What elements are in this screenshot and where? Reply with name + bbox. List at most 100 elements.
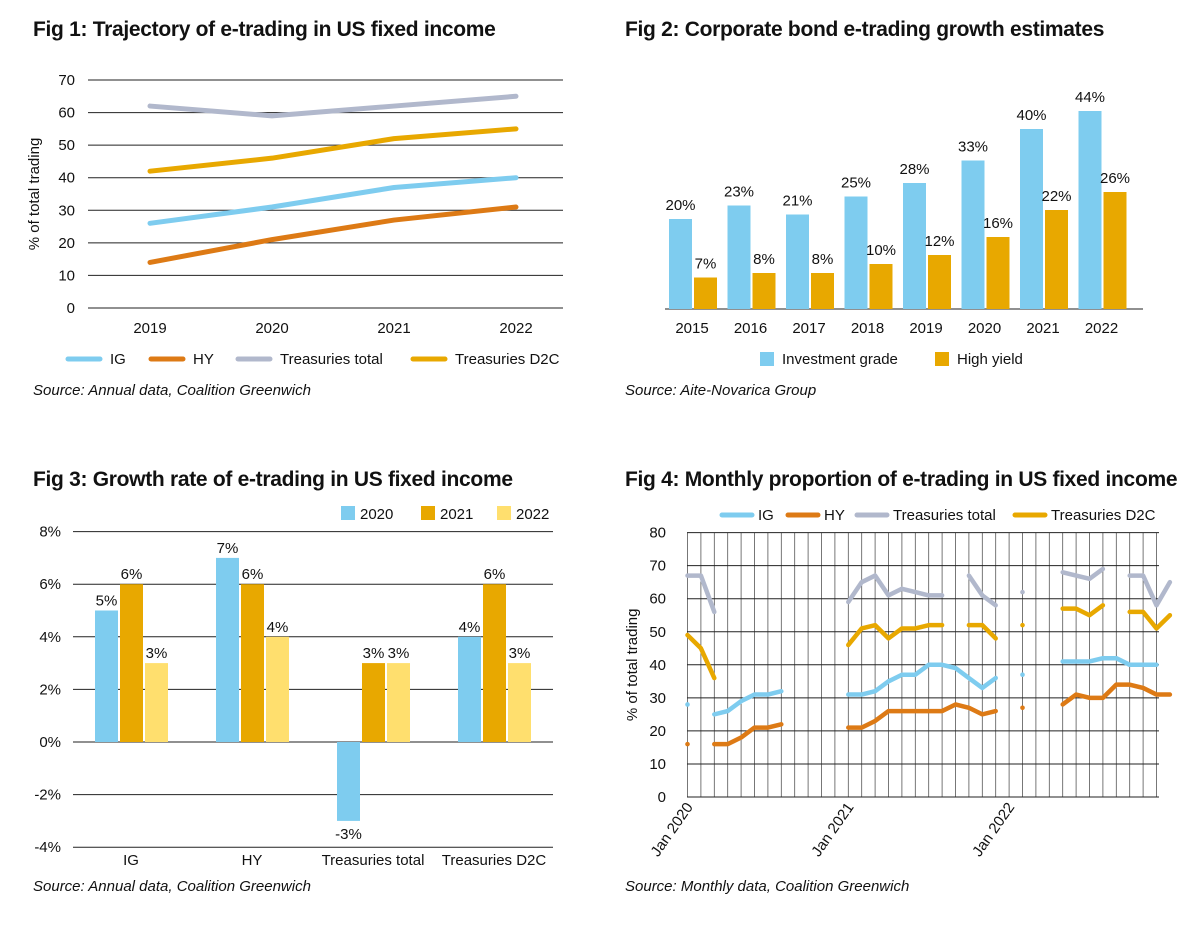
fig3-bar [483, 584, 506, 742]
fig3-source: Source: Annual data, Coalition Greenwich [33, 878, 311, 895]
fig3-legend-swatch [497, 506, 511, 520]
fig3-y-tick: 8% [39, 524, 61, 541]
fig2-bar [1078, 111, 1102, 309]
fig4-series-line [1060, 566, 1106, 582]
fig2-x-tick: 2016 [734, 320, 767, 337]
fig1-legend-label: Treasuries total [280, 351, 383, 368]
fig2-data-label: 44% [1075, 89, 1105, 106]
fig3-x-tick: Treasuries total [322, 852, 425, 869]
fig4-series-line [712, 722, 784, 747]
fig1-title: Fig 1: Trajectory of e-trading in US fix… [33, 18, 496, 41]
fig3-chart: -4%-2%0%2%4%6%8%5%6%3%IG7%6%4%HY-3%3% 3%T… [34, 506, 553, 869]
fig3-bar [145, 663, 168, 742]
fig3-x-tick: HY [242, 852, 263, 869]
fig4-panel: Fig 4: Monthly proportion of e-trading i… [624, 468, 1200, 918]
fig2-data-label: 20% [665, 197, 695, 214]
fig2-bar [752, 273, 776, 309]
fig1-y-axis-label: % of total trading [26, 138, 43, 251]
fig2-data-label: 21% [782, 193, 812, 210]
fig1-series-line [147, 93, 519, 119]
fig3-data-label: 6% [484, 566, 506, 583]
fig2-bar [669, 219, 692, 309]
fig1-legend-label: IG [110, 351, 126, 368]
fig3-legend-label: 2020 [360, 506, 393, 523]
fig3-legend-label: 2022 [516, 506, 549, 523]
fig3-y-tick: 6% [39, 576, 61, 593]
fig4-series-line [1060, 682, 1173, 707]
fig1-source: Source: Annual data, Coalition Greenwich [33, 382, 311, 399]
fig2-data-label: 28% [899, 161, 929, 178]
fig4-series-line [1060, 603, 1106, 618]
fig4-series-line [846, 702, 998, 730]
fig3-bar [508, 663, 531, 742]
fig2-data-label: 16% [983, 215, 1013, 232]
fig1-x-tick: 2019 [133, 320, 166, 337]
fig1-legend-label: Treasuries D2C [455, 351, 560, 368]
fig2-x-tick: 2017 [792, 320, 825, 337]
fig2-bar [928, 255, 951, 309]
fig4-series-line [1127, 609, 1173, 631]
fig2-source: Source: Aite-Novarica Group [625, 382, 817, 399]
fig4-series-line [846, 622, 945, 648]
fig3-bar [216, 557, 239, 742]
fig3-data-label: 3% [146, 645, 168, 662]
fig3-data-label: 3% [363, 645, 385, 662]
fig3-panel: Fig 3: Growth rate of e-trading in US fi… [33, 468, 613, 918]
fig4-y-tick: 80 [649, 525, 666, 542]
fig4-series-point [1020, 622, 1025, 628]
fig1-series-line [147, 126, 519, 174]
fig2-bar [869, 264, 893, 309]
fig2-bar [961, 160, 985, 309]
fig2-bar [1020, 129, 1043, 309]
fig3-data-label: 6% [121, 566, 143, 583]
fig4-series-line [1060, 655, 1159, 668]
fig3-legend-label: 2021 [440, 506, 473, 523]
fig4-series-line [685, 573, 717, 615]
fig4-y-tick: 30 [649, 690, 666, 707]
fig4-chart: 0 10 20 30 40 50 60 70 80 % of total trading Jan 2… [624, 507, 1173, 860]
fig3-data-label: 3% [509, 645, 531, 662]
fig1-chart: 0 10 20 30 40 50 60 70 % of total trading 2019 202… [26, 72, 563, 368]
fig2-data-label: 8% [753, 251, 775, 268]
fig4-series-line [1127, 573, 1173, 608]
fig1-series-line [147, 204, 519, 265]
fig3-y-tick: -2% [34, 787, 61, 804]
fig3-title: Fig 3: Growth rate of e-trading in US fi… [33, 468, 513, 491]
fig2-data-label: 33% [958, 139, 988, 156]
fig2-data-label: 25% [841, 175, 871, 192]
fig3-bar [337, 742, 360, 821]
fig2-x-tick: 2019 [909, 320, 942, 337]
fig1-y-tick: 30 [58, 202, 75, 219]
fig1-panel: Fig 1: Trajectory of e-trading in US fix… [26, 18, 613, 468]
fig4-series-point [1020, 589, 1025, 595]
fig4-title: Fig 4: Monthly proportion of e-trading i… [625, 468, 1178, 491]
fig3-data-label: 4% [267, 619, 289, 636]
fig4-series-line [966, 622, 998, 641]
fig2-bar [727, 205, 751, 309]
fig2-x-tick: 2015 [675, 320, 708, 337]
fig3-legend-swatch [341, 506, 355, 520]
fig2-x-tick: 2020 [968, 320, 1001, 337]
fig2-chart: 20% 7% 2015 23% 8% 2016 21% 8% 2017 25% 10% 2018 28%… [665, 89, 1143, 368]
fig1-x-tick: 2022 [499, 320, 532, 337]
fig4-legend-label: Treasuries total [893, 507, 996, 524]
fig2-data-label: 26% [1100, 170, 1130, 187]
fig4-legend-label: IG [758, 507, 774, 524]
fig4-y-tick: 0 [658, 789, 666, 806]
fig4-series-point [685, 702, 690, 707]
fig2-title: Fig 2: Corporate bond e-trading growth e… [625, 18, 1105, 41]
fig4-y-tick: 20 [649, 723, 666, 740]
fig4-series-line [712, 688, 784, 717]
fig2-bar [903, 183, 926, 309]
fig4-legend-label: Treasuries D2C [1051, 507, 1156, 524]
fig1-y-tick: 20 [58, 235, 75, 252]
fig1-y-tick: 10 [58, 267, 75, 284]
fig2-legend-swatch [760, 352, 774, 366]
fig4-y-tick: 10 [649, 756, 666, 773]
fig4-y-axis-label: % of total trading [624, 609, 641, 722]
fig2-data-label: 10% [866, 242, 896, 259]
fig1-legend-label: HY [193, 351, 214, 368]
fig2-legend-label: Investment grade [782, 351, 898, 368]
fig2-x-tick: 2022 [1085, 320, 1118, 337]
fig3-x-tick: IG [123, 852, 139, 869]
